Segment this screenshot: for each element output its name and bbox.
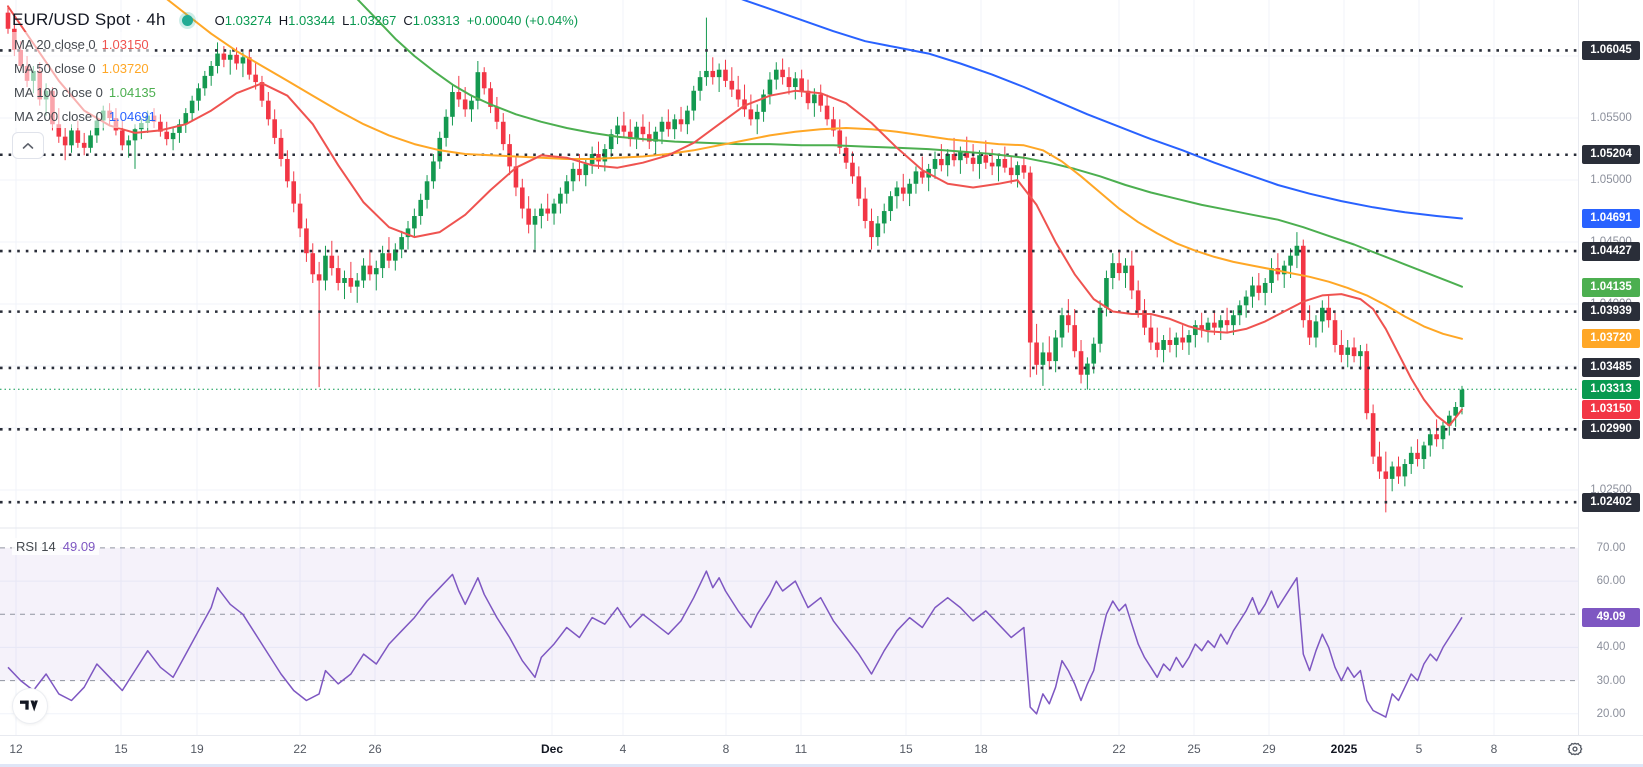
time-label: 18 — [974, 742, 988, 756]
ma200-value: 1.04691 — [108, 108, 156, 124]
timezone-settings-button[interactable] — [1566, 740, 1584, 758]
price-level-lines — [0, 49, 1578, 504]
price-level-badge: 1.04691 — [1582, 208, 1640, 228]
price-level-badge: 1.04427 — [1582, 241, 1640, 261]
low-value: 1.03267 — [349, 12, 397, 28]
time-label: 8 — [1490, 742, 1498, 756]
rsi-line — [7, 570, 1463, 718]
close-value: 1.03313 — [412, 12, 460, 28]
time-label: 11 — [794, 742, 808, 756]
gear-icon — [1567, 742, 1583, 756]
ma100-label: MA 100 close 0 — [14, 84, 103, 100]
rsi-indicator-legend[interactable]: RSI 14 49.09 — [12, 538, 100, 555]
chevron-up-icon — [22, 142, 34, 149]
price-level-badge: 1.04135 — [1582, 277, 1640, 297]
time-label: 19 — [190, 742, 204, 756]
chart-legend: EUR/USD Spot · 4h O1.03274 H1.03344 L1.0… — [12, 8, 578, 159]
price-level-badge: 1.03150 — [1582, 399, 1640, 419]
tradingview-logo[interactable] — [12, 688, 48, 724]
ma50-line — [166, 0, 1463, 340]
rsi-label: RSI 14 — [16, 539, 56, 554]
time-label: 22 — [293, 742, 307, 756]
ma20-line — [7, 5, 1463, 427]
open-value: 1.03274 — [224, 12, 272, 28]
rsi-value-badge: 49.09 — [1582, 607, 1640, 627]
high-value: 1.03344 — [288, 12, 336, 28]
last-price-badge: 1.03313 — [1582, 379, 1640, 399]
price-axis[interactable]: 1.055001.050001.045001.040001.0250070.00… — [1578, 0, 1643, 735]
time-label: 25 — [1187, 742, 1201, 756]
time-label: 29 — [1262, 742, 1276, 756]
ohlc-values: O1.03274 H1.03344 L1.03267 C1.03313 +0.0… — [215, 13, 578, 28]
time-label: 2025 — [1330, 742, 1358, 756]
rsi-tick: 30.00 — [1596, 674, 1626, 687]
time-label: 22 — [1112, 742, 1126, 756]
low-label: L — [342, 12, 350, 28]
rsi-tick: 20.00 — [1596, 707, 1626, 720]
rsi-tick: 70.00 — [1596, 541, 1626, 554]
time-label: 26 — [368, 742, 382, 756]
price-level-badge: 1.03939 — [1582, 302, 1640, 322]
tradingview-logo-icon — [20, 700, 38, 712]
indicator-ma200[interactable]: MA 200 close 0 1.04691 — [12, 104, 158, 128]
time-label: 15 — [114, 742, 128, 756]
time-label: 12 — [9, 742, 23, 756]
price-tick: 1.05500 — [1590, 112, 1632, 125]
time-label: 4 — [619, 742, 627, 756]
ma50-value: 1.03720 — [101, 60, 149, 76]
indicator-ma50[interactable]: MA 50 close 0 1.03720 — [12, 56, 151, 80]
time-axis[interactable]: 12 15 19 22 26 Dec 4 8 11 15 18 22 25 29 2025 5 8 — [0, 735, 1643, 764]
time-label: 8 — [722, 742, 730, 756]
price-level-badge: 1.06045 — [1582, 40, 1640, 60]
rsi-value: 49.09 — [62, 539, 96, 554]
bottom-edge-strip — [0, 763, 1643, 767]
moving-averages — [7, 0, 1463, 427]
ma50-label: MA 50 close 0 — [14, 60, 96, 76]
price-level-badge: 1.03485 — [1582, 358, 1640, 378]
market-status-icon — [181, 14, 193, 26]
high-label: H — [278, 12, 289, 28]
close-label: C — [403, 12, 413, 28]
time-label: 15 — [899, 742, 913, 756]
price-level-badge: 1.02402 — [1582, 492, 1640, 512]
symbol-row: EUR/USD Spot · 4h O1.03274 H1.03344 L1.0… — [12, 8, 578, 32]
rsi-tick: 60.00 — [1596, 575, 1626, 588]
ma20-value: 1.03150 — [101, 36, 149, 52]
time-label: Dec — [540, 742, 564, 756]
symbol-title[interactable]: EUR/USD Spot · 4h — [12, 10, 166, 29]
price-level-badge: 1.03720 — [1582, 329, 1640, 349]
ma200-label: MA 200 close 0 — [14, 108, 103, 124]
ma20-label: MA 20 close 0 — [14, 36, 96, 52]
legend-collapse-button[interactable] — [12, 132, 44, 159]
ma100-value: 1.04135 — [108, 84, 156, 100]
change-value: +0.00040 (+0.04%) — [466, 12, 579, 28]
indicator-ma100[interactable]: MA 100 close 0 1.04135 — [12, 80, 158, 104]
rsi-pane — [0, 547, 1578, 718]
ma200-line — [741, 0, 1463, 220]
price-level-badge: 1.02990 — [1582, 419, 1640, 439]
time-label: 5 — [1415, 742, 1423, 756]
price-tick: 1.05000 — [1590, 174, 1632, 187]
open-label: O — [214, 12, 225, 28]
indicator-ma20[interactable]: MA 20 close 0 1.03150 — [12, 32, 151, 56]
rsi-tick: 40.00 — [1596, 641, 1626, 654]
price-level-badge: 1.05204 — [1582, 145, 1640, 165]
